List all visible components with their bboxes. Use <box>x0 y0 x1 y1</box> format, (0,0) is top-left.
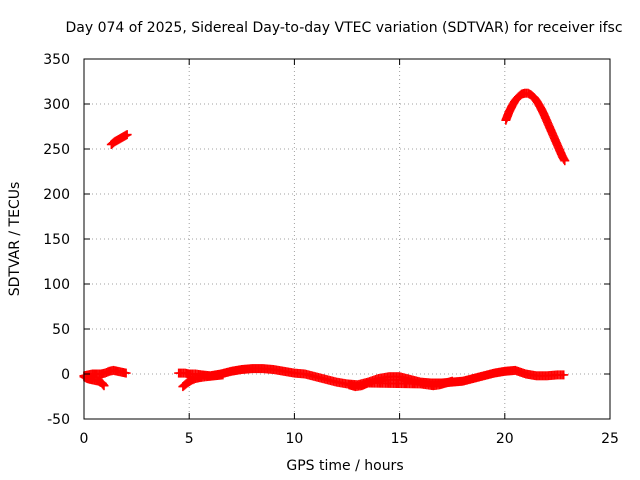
data-points <box>79 88 570 392</box>
data-point <box>559 370 569 380</box>
x-tick-label: 10 <box>285 431 303 447</box>
x-tick-label: 0 <box>80 431 89 447</box>
x-tick-label: 25 <box>601 431 619 447</box>
plot-frame <box>83 58 611 420</box>
y-tick-label: 200 <box>43 187 70 203</box>
y-tick-label: 100 <box>43 277 70 293</box>
x-axis-label: GPS time / hours <box>286 458 403 474</box>
x-tick-label: 20 <box>496 431 514 447</box>
y-tick-label: 350 <box>43 52 70 68</box>
axes: 0 5 10 15 20 25 -50 0 50 100 150 200 250 300 350 <box>43 52 619 447</box>
y-tick-label: 250 <box>43 142 70 158</box>
data-point <box>99 381 109 391</box>
data-point <box>218 370 228 380</box>
y-tick-label: -50 <box>47 412 70 428</box>
y-axis-label: SDTVAR / TECUs <box>7 182 23 297</box>
x-tick-label: 15 <box>391 431 409 447</box>
y-tick-label: 50 <box>52 322 70 338</box>
chart-title: Day 074 of 2025, Sidereal Day-to-day VTE… <box>65 20 622 36</box>
data-point <box>447 376 457 386</box>
data-point <box>121 368 131 378</box>
grid <box>84 59 610 419</box>
y-tick-label: 0 <box>61 367 70 383</box>
data-point <box>122 130 132 140</box>
data-point <box>560 156 570 166</box>
y-tick-label: 300 <box>43 97 70 113</box>
y-tick-label: 150 <box>43 232 70 248</box>
x-tick-label: 5 <box>185 431 194 447</box>
